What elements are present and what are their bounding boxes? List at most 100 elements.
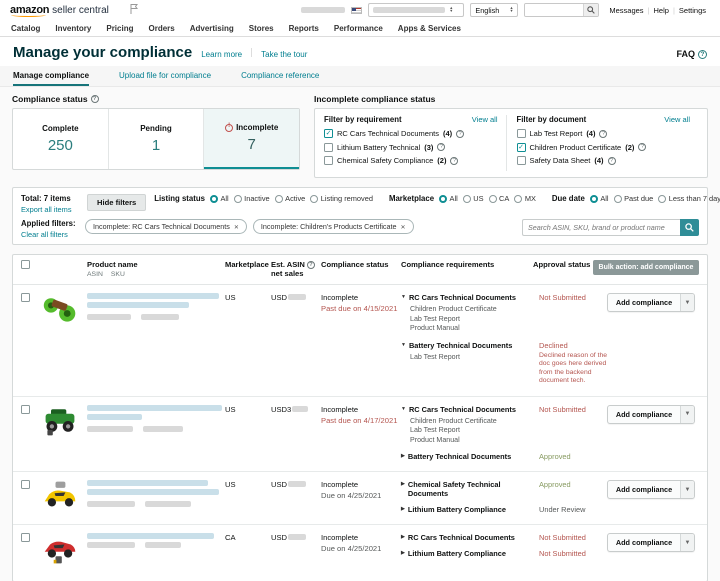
due-date-all[interactable]: All <box>600 194 609 203</box>
filter-option-label[interactable]: Children Product Certificate <box>529 142 622 152</box>
marketplace-selector[interactable]: ▲ ▼ <box>368 3 465 17</box>
learn-more-link[interactable]: Learn more <box>201 50 243 59</box>
listing-status-all[interactable]: All <box>220 194 229 203</box>
filter-option-label[interactable]: Chemical Safety Compliance <box>337 156 434 165</box>
filter-option-label[interactable]: Lab Test Report <box>529 129 583 138</box>
search-icon[interactable] <box>583 4 599 16</box>
radio-selected[interactable] <box>439 194 448 203</box>
checkbox[interactable] <box>324 156 333 165</box>
radio-selected[interactable] <box>589 194 598 203</box>
listing-status-active[interactable]: Active <box>285 194 306 203</box>
requirement-name[interactable]: RC Cars Technical Documents <box>408 293 517 302</box>
row-checkbox[interactable] <box>21 480 30 489</box>
add-compliance-button[interactable]: Add compliance ▼ <box>607 293 695 312</box>
checkbox[interactable] <box>516 156 526 165</box>
nav-item-apps-services[interactable]: Apps & Services <box>397 23 461 33</box>
messages-link[interactable]: Messages <box>609 5 644 15</box>
select-all-checkbox[interactable] <box>21 260 30 269</box>
language-selector[interactable]: English ▲ ▼ <box>470 3 519 17</box>
filter-option-label[interactable]: Safety Data Sheet <box>529 156 591 165</box>
tab-compliance-reference[interactable]: Compliance reference <box>241 70 320 80</box>
filter-option-label[interactable]: RC Cars Technical Documents <box>337 129 439 138</box>
amazon-logo[interactable]: amazon seller central <box>10 4 109 17</box>
requirement-name[interactable]: Chemical Safety Technical Documents <box>407 480 501 498</box>
marketplace-us[interactable]: US <box>473 194 484 203</box>
nav-item-advertising[interactable]: Advertising <box>189 23 234 33</box>
collapse-icon[interactable]: ▼ <box>401 294 406 300</box>
due-date-less-7[interactable]: Less than 7 days <box>668 194 720 203</box>
help-link[interactable]: Help <box>653 5 669 15</box>
marketplace-ca[interactable]: CA <box>499 194 510 203</box>
take-the-tour-link[interactable]: Take the tour <box>261 50 308 59</box>
close-icon[interactable] <box>234 222 239 231</box>
view-all-documents-link[interactable]: View all <box>664 115 690 124</box>
nav-item-performance[interactable]: Performance <box>333 23 383 33</box>
collapse-icon[interactable]: ▼ <box>401 341 406 348</box>
info-icon[interactable] <box>638 143 647 151</box>
collapse-icon[interactable]: ▼ <box>401 405 406 412</box>
nav-item-stores[interactable]: Stores <box>248 23 274 33</box>
requirement-name[interactable]: Lithium Battery Compliance <box>407 549 507 558</box>
expand-icon[interactable]: ▶ <box>401 550 405 556</box>
add-compliance-button[interactable]: Add compliance ▼ <box>607 404 695 424</box>
card-pending[interactable]: Pending 1 <box>109 109 205 169</box>
search-icon[interactable] <box>680 219 699 236</box>
view-all-requirements-link[interactable]: View all <box>471 115 498 124</box>
chevron-down-icon[interactable]: ▼ <box>680 534 694 551</box>
filter-chip[interactable]: Incomplete: Children's Products Certific… <box>252 219 414 234</box>
info-icon[interactable] <box>90 95 99 103</box>
product-name-link[interactable] <box>87 533 225 548</box>
nav-item-reports[interactable]: Reports <box>288 23 319 33</box>
radio[interactable] <box>310 194 319 203</box>
chevron-down-icon[interactable]: ▼ <box>680 481 694 498</box>
chevron-down-icon[interactable]: ▼ <box>680 405 694 423</box>
requirement-name[interactable]: Battery Technical Documents <box>408 340 513 350</box>
clear-all-filters-link[interactable]: Clear all filters <box>21 230 68 239</box>
row-checkbox[interactable] <box>21 533 30 542</box>
radio[interactable] <box>462 194 471 203</box>
marketplace-mx[interactable]: MX <box>524 194 536 203</box>
expand-icon[interactable]: ▶ <box>401 453 405 459</box>
checkbox-checked[interactable] <box>324 129 333 138</box>
expand-icon[interactable]: ▶ <box>401 481 405 487</box>
radio-selected[interactable] <box>209 194 218 203</box>
settings-link[interactable]: Settings <box>678 5 706 15</box>
global-search-input[interactable] <box>525 4 584 16</box>
product-name-link[interactable] <box>87 293 225 320</box>
product-name-link[interactable] <box>87 404 225 432</box>
requirement-name[interactable]: Lithium Battery Compliance <box>407 505 507 514</box>
nav-item-catalog[interactable]: Catalog <box>11 23 41 33</box>
checkbox-checked[interactable] <box>516 142 526 152</box>
add-compliance-button[interactable]: Add compliance ▼ <box>607 480 695 499</box>
card-complete[interactable]: Complete 250 <box>13 109 109 169</box>
close-icon[interactable] <box>401 222 406 231</box>
requirement-name[interactable]: Battery Technical Documents <box>407 452 512 461</box>
marketplace-all[interactable]: All <box>449 194 458 203</box>
info-icon[interactable] <box>456 129 465 138</box>
radio[interactable] <box>613 194 622 203</box>
info-icon[interactable] <box>306 260 315 269</box>
product-name-link[interactable] <box>87 480 225 507</box>
filter-option-label[interactable]: Lithium Battery Technical <box>337 142 421 152</box>
due-date-past-due[interactable]: Past due <box>624 194 654 203</box>
chevron-down-icon[interactable]: ▼ <box>680 294 694 311</box>
nav-item-inventory[interactable]: Inventory <box>55 23 92 33</box>
table-search-input[interactable] <box>522 219 680 236</box>
info-icon[interactable] <box>437 143 446 151</box>
radio[interactable] <box>514 194 523 203</box>
listing-status-inactive[interactable]: Inactive <box>244 194 270 203</box>
tab-upload-file[interactable]: Upload file for compliance <box>119 70 212 80</box>
export-all-items-link[interactable]: Export all items <box>21 205 72 214</box>
hide-filters-button[interactable]: Hide filters <box>87 194 147 211</box>
requirement-name[interactable]: RC Cars Technical Documents <box>407 533 515 542</box>
checkbox[interactable] <box>324 142 333 152</box>
checkbox[interactable] <box>516 129 526 138</box>
info-icon[interactable] <box>607 156 616 165</box>
expand-icon[interactable]: ▶ <box>401 534 405 540</box>
requirement-name[interactable]: RC Cars Technical Documents <box>408 404 517 414</box>
expand-icon[interactable]: ▶ <box>401 506 405 512</box>
add-compliance-button[interactable]: Add compliance ▼ <box>607 533 695 552</box>
radio[interactable] <box>274 194 283 203</box>
faq-link[interactable]: FAQ ? <box>676 49 707 59</box>
filter-chip[interactable]: Incomplete: RC Cars Technical Documents <box>85 219 247 234</box>
